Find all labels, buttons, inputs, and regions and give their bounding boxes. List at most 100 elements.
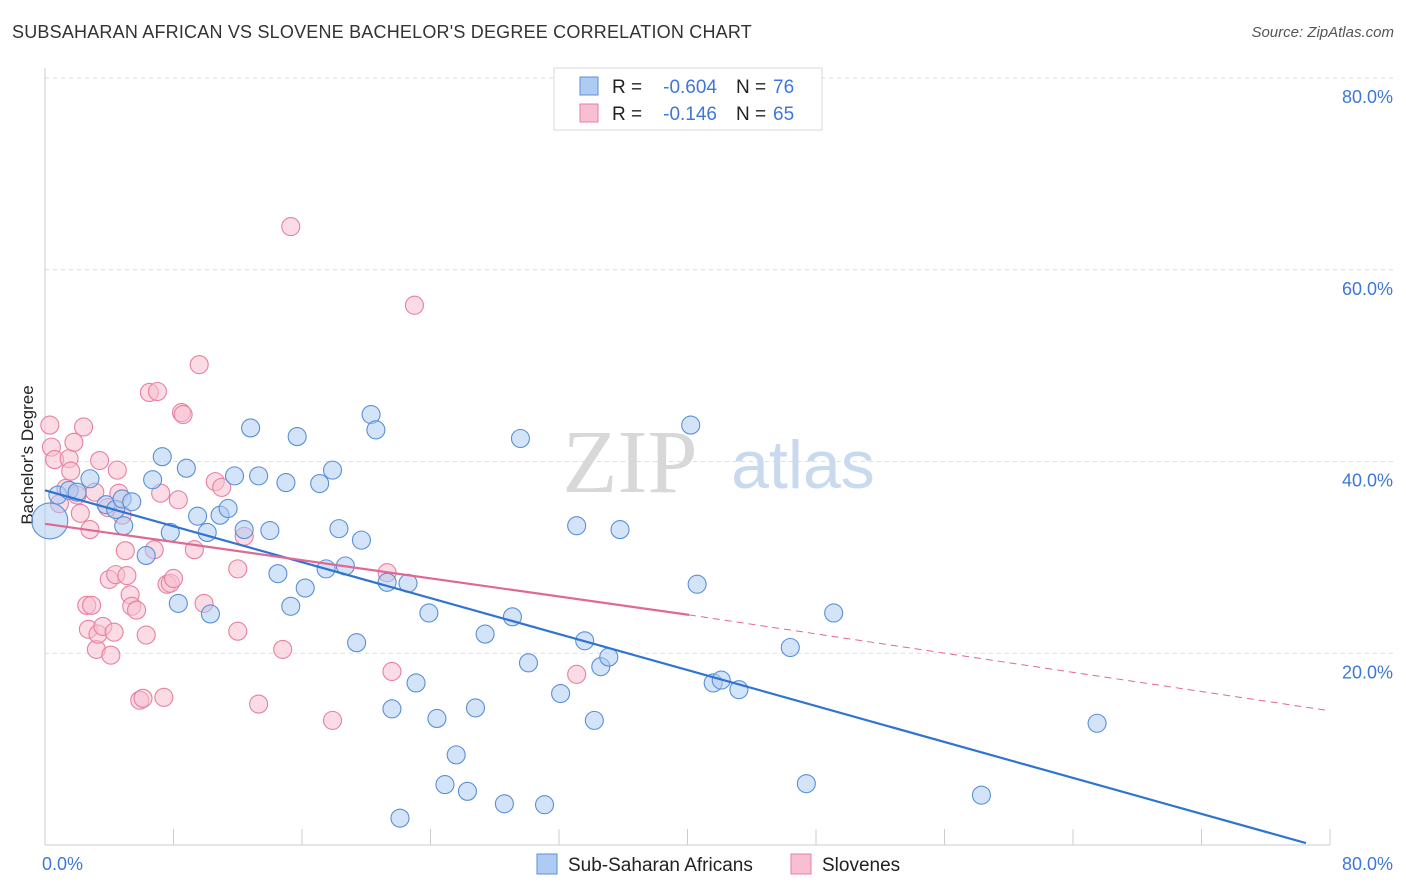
tick-labels: 20.0% 40.0% 60.0% 80.0% 0.0% 80.0% <box>42 87 1393 874</box>
data-point <box>70 503 90 523</box>
data-point <box>143 470 163 490</box>
data-point <box>117 566 137 586</box>
data-point <box>241 418 261 438</box>
data-point <box>224 466 245 486</box>
data-point <box>780 637 800 658</box>
stats-swatch <box>579 103 599 123</box>
legend-swatch-blue <box>536 853 558 875</box>
data-point <box>173 404 193 425</box>
stats-r-value: -0.604 <box>663 77 717 98</box>
data-point <box>310 474 330 494</box>
data-point <box>197 522 217 542</box>
data-point <box>80 469 100 489</box>
data-point <box>249 466 269 486</box>
data-point <box>382 661 402 682</box>
data-point <box>200 604 220 624</box>
data-point <box>136 545 156 566</box>
data-point <box>67 482 87 502</box>
data-point <box>584 710 604 730</box>
data-point <box>435 775 455 795</box>
data-point <box>212 477 232 497</box>
data-point <box>329 519 349 539</box>
stats-r-value: -0.146 <box>663 104 717 125</box>
data-point <box>90 450 110 471</box>
data-point <box>168 490 188 510</box>
grid-lines <box>45 77 1395 654</box>
data-point <box>382 699 402 719</box>
series-slovenes <box>40 217 587 730</box>
watermark: ZIP atlas <box>563 413 875 512</box>
data-point <box>419 603 439 623</box>
data-point <box>366 420 386 440</box>
data-point <box>287 427 307 447</box>
data-point <box>427 708 447 728</box>
data-point <box>347 633 367 653</box>
legend-label: Sub-Saharan Africans <box>568 855 753 876</box>
data-point <box>518 653 539 673</box>
trend-line-blue <box>44 489 1307 845</box>
data-point <box>189 355 209 375</box>
data-point <box>154 687 174 707</box>
data-point <box>534 795 555 815</box>
data-point <box>567 516 587 536</box>
data-point <box>475 624 495 644</box>
data-point <box>404 295 424 315</box>
y-tick-label: 80.0% <box>1342 87 1393 107</box>
data-point <box>82 595 102 615</box>
data-point <box>122 492 142 512</box>
data-point <box>101 645 121 665</box>
data-point <box>133 688 153 708</box>
source-label: Source: ZipAtlas.com <box>1251 24 1394 41</box>
data-point <box>824 603 844 623</box>
data-point <box>295 578 315 598</box>
data-point <box>567 664 587 684</box>
trend-line-pink <box>44 522 690 616</box>
data-point <box>114 516 134 536</box>
data-point <box>64 432 84 452</box>
legend-label: Slovenes <box>822 855 900 876</box>
data-point <box>249 694 269 714</box>
data-point <box>234 520 254 540</box>
data-point <box>268 564 288 584</box>
data-point <box>147 381 167 402</box>
stats-n-value: 65 <box>773 104 794 125</box>
data-point <box>281 596 301 616</box>
data-point <box>188 506 208 526</box>
data-point <box>351 530 371 550</box>
stats-r-label: R = <box>612 104 642 125</box>
data-point <box>510 428 531 449</box>
y-tick-label: 40.0% <box>1342 471 1393 491</box>
data-point <box>127 600 147 620</box>
data-point <box>465 698 486 718</box>
x-tick-label: 80.0% <box>1342 854 1393 874</box>
data-point <box>687 574 707 594</box>
data-point <box>228 559 248 579</box>
stats-r-label: R = <box>612 77 642 98</box>
trend-lines <box>44 489 1331 845</box>
data-point <box>152 447 172 467</box>
data-point <box>218 498 238 519</box>
trend-line-pink-dashed <box>689 614 1331 712</box>
stats-n-value: 76 <box>773 77 794 98</box>
data-point <box>494 794 514 814</box>
data-point <box>260 520 280 541</box>
stats-box <box>553 67 823 131</box>
data-point <box>446 745 466 765</box>
data-point <box>276 473 296 493</box>
data-point <box>61 461 81 481</box>
y-tick-label: 60.0% <box>1342 279 1393 299</box>
data-point <box>551 683 571 704</box>
data-point <box>136 625 156 645</box>
watermark-zip: ZIP <box>563 413 698 512</box>
data-point <box>390 808 410 828</box>
stats-swatch <box>579 76 599 96</box>
data-point <box>281 217 301 237</box>
data-point <box>168 593 188 613</box>
data-point <box>31 502 69 540</box>
data-point <box>406 673 426 693</box>
data-point <box>610 520 630 540</box>
series-sub-saharan-africans <box>31 404 1107 828</box>
data-point <box>273 639 293 659</box>
data-point <box>971 785 991 805</box>
